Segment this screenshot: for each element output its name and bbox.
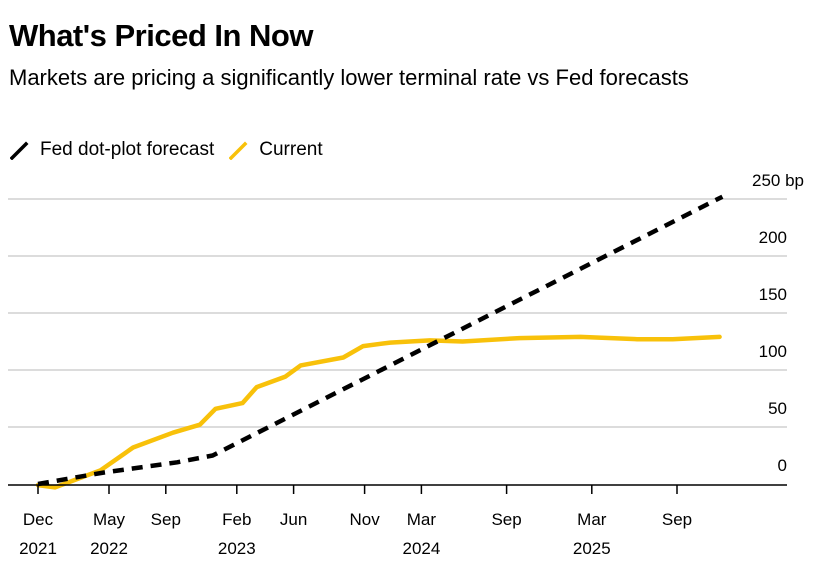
legend-swatch-current-icon — [229, 141, 248, 160]
y-tick-label: 50 — [768, 399, 787, 418]
x-tick-label: Feb — [222, 510, 251, 529]
legend-swatch-fed-dot-plot-icon — [10, 141, 29, 160]
x-tick-year-label: 2022 — [90, 539, 128, 558]
x-tick-label: Mar — [407, 510, 437, 529]
y-tick-label: 0 — [778, 456, 787, 475]
series-line-current — [35, 334, 722, 490]
x-tick-label: Mar — [577, 510, 607, 529]
y-axis-labels: 250 bp 200 150 100 50 0 — [752, 171, 804, 475]
gridlines — [8, 198, 787, 428]
series-lines — [35, 194, 724, 490]
chart-subtitle: Markets are pricing a significantly lowe… — [9, 65, 689, 90]
chart-title: What's Priced In Now — [9, 18, 313, 53]
legend-label-current: Current — [259, 139, 323, 160]
x-tick-year-label: 2023 — [218, 539, 256, 558]
x-tick-year-label: 2021 — [19, 539, 57, 558]
x-tick-label: Sep — [662, 510, 692, 529]
x-tick-year-label: 2025 — [573, 539, 611, 558]
legend: Fed dot-plot forecast Current — [10, 139, 338, 161]
x-tick-label: Sep — [491, 510, 521, 529]
series-line-fed-dot-plot-forecast — [37, 194, 724, 487]
legend-label-fed-dot-plot: Fed dot-plot forecast — [40, 139, 215, 160]
y-tick-label: 200 — [759, 228, 787, 247]
x-tick-label: Sep — [151, 510, 181, 529]
y-tick-label: 100 — [759, 342, 787, 361]
x-tick-label: May — [93, 510, 126, 529]
legend-item-fed-dot-plot: Fed dot-plot forecast — [10, 139, 214, 161]
legend-item-current: Current — [229, 139, 323, 161]
y-tick-label: 150 — [759, 285, 787, 304]
y-tick-label: 250 bp — [752, 171, 804, 190]
x-tick-label: Nov — [349, 510, 380, 529]
x-tick-year-label: 2024 — [402, 539, 440, 558]
x-tick-label: Dec — [23, 510, 54, 529]
x-tick-label: Jun — [280, 510, 307, 529]
x-axis: Dec 2021 May 2022 Sep Feb 2023 Jun Nov Mar 2024 Sep… — [8, 484, 787, 558]
